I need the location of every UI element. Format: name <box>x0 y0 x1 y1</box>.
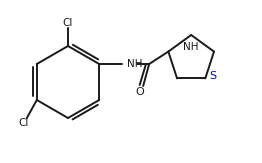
Text: NH: NH <box>183 42 199 52</box>
Text: S: S <box>209 71 216 81</box>
Text: NH: NH <box>127 59 143 69</box>
Text: Cl: Cl <box>19 118 29 128</box>
Text: Cl: Cl <box>63 18 73 28</box>
Text: O: O <box>136 87 145 97</box>
